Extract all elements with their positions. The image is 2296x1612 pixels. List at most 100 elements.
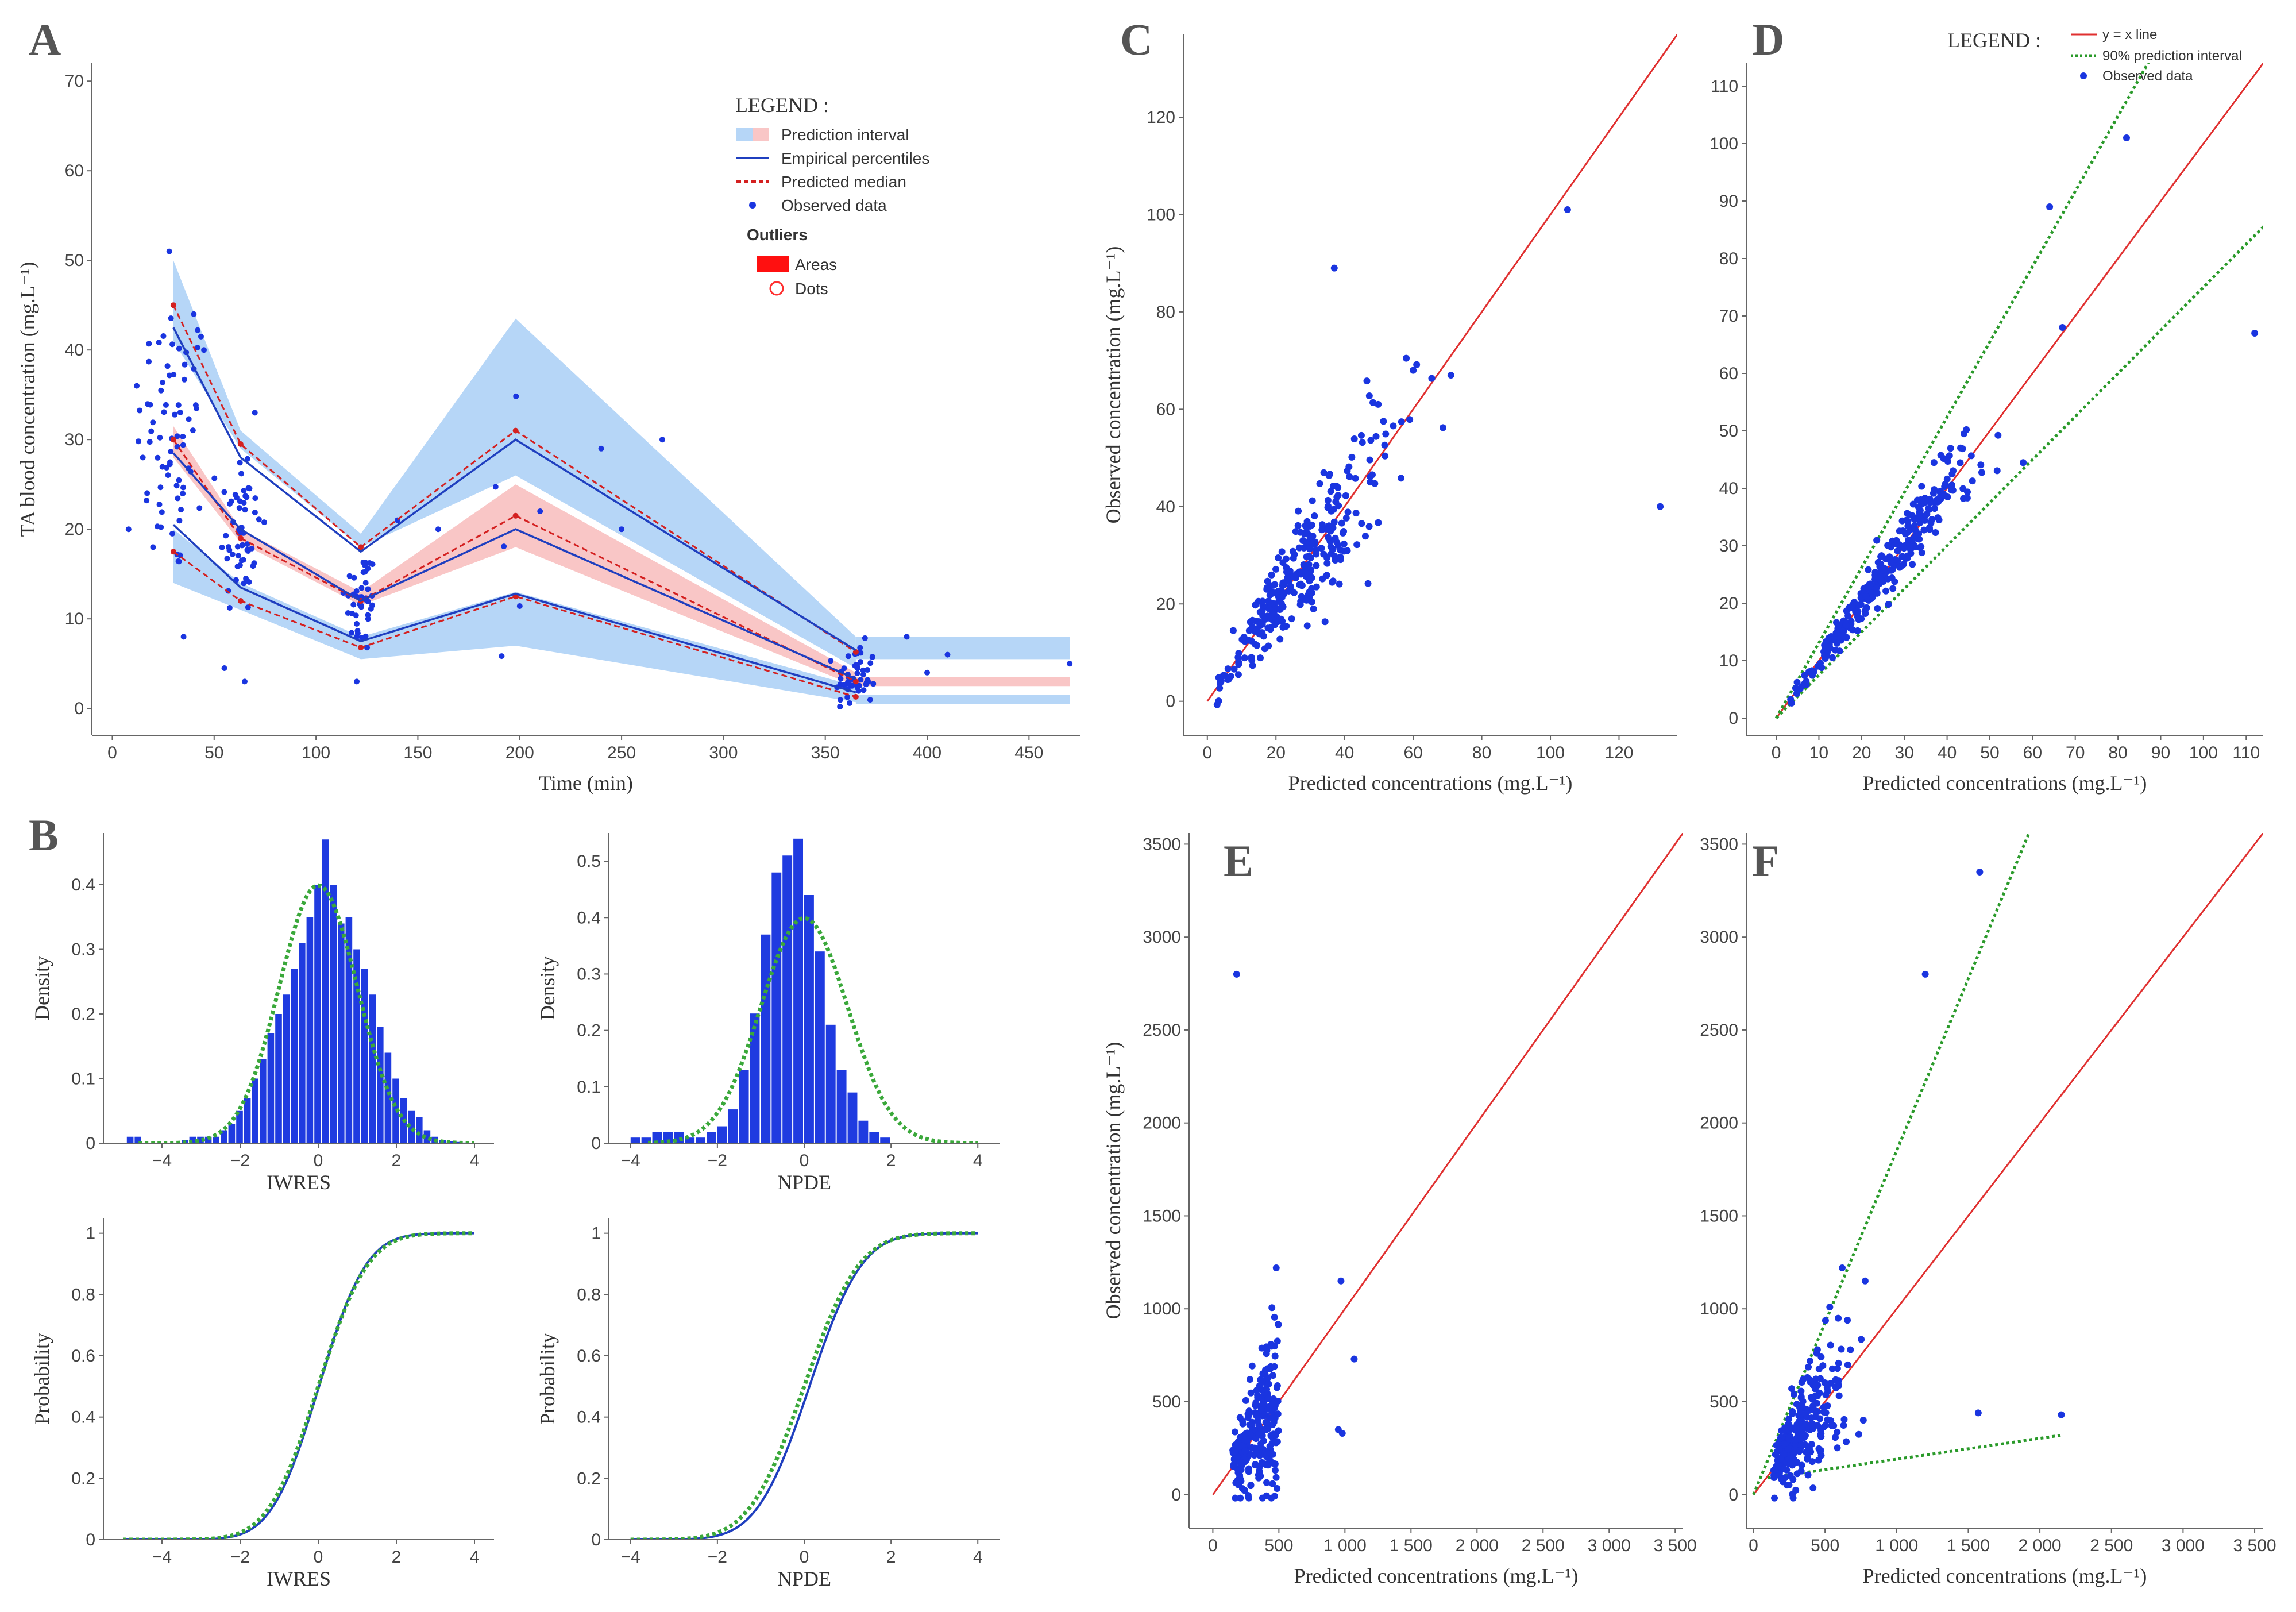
histogram-bar [761, 934, 771, 1143]
observed-point [228, 498, 234, 504]
observed-point [1884, 542, 1892, 549]
observed-point [1381, 441, 1388, 449]
observed-point [1232, 1448, 1239, 1456]
x-tick-label: 40 [1335, 743, 1354, 762]
observed-point [1241, 1487, 1248, 1494]
observed-point [1834, 1428, 1841, 1436]
observed-point [1332, 534, 1339, 542]
histogram-bar [228, 1124, 236, 1143]
observed-point [1844, 1361, 1851, 1368]
observed-point [1772, 1451, 1779, 1459]
observed-point [186, 416, 192, 422]
observed-point [1813, 1399, 1821, 1407]
legend-item: Observed data [781, 196, 887, 214]
observed-point [1816, 1375, 1824, 1382]
observed-point [1920, 499, 1928, 507]
y-tick-label: 0.4 [577, 908, 601, 927]
observed-point [1307, 534, 1314, 542]
observed-point [1862, 610, 1869, 618]
observed-point [1229, 627, 1237, 634]
histogram-bar [641, 1137, 651, 1143]
plot-area-C [1206, 34, 1677, 708]
observed-point [1815, 1456, 1822, 1464]
svg-text:F: F [1752, 836, 1780, 886]
observed-point [1269, 1372, 1276, 1379]
observed-point [1263, 1479, 1271, 1486]
observed-point [1276, 635, 1284, 643]
observed-point [136, 438, 142, 445]
observed-point [201, 347, 207, 353]
histogram-bar [236, 1110, 243, 1143]
observed-point [1249, 616, 1256, 624]
y-tick-label: 60 [65, 161, 84, 180]
observed-point [1260, 1412, 1268, 1420]
observed-point [869, 654, 875, 660]
y-tick-label: 3000 [1700, 928, 1738, 947]
plot-area-D [1774, 63, 2263, 719]
histogram-bar [739, 1070, 749, 1143]
chart-A: 0 50 100 150 200 250 300 350 400 450 0 10 20 30 40 50 60… [16, 63, 1080, 795]
observed-point [1410, 367, 1417, 374]
observed-point [1271, 621, 1279, 628]
x-tick-label: 3 000 [1588, 1536, 1631, 1555]
x-tick-label: 20 [1267, 743, 1286, 762]
y-tick-label: 1000 [1143, 1299, 1181, 1318]
histogram-bar [869, 1132, 879, 1143]
observed-point [1271, 1467, 1279, 1474]
observed-point [1278, 593, 1286, 601]
observed-point [176, 477, 182, 483]
observed-point [1896, 527, 1903, 535]
observed-point [241, 488, 247, 494]
x-axis-label: Time (min) [539, 772, 633, 795]
observed-point [1920, 526, 1928, 534]
observed-point [150, 419, 156, 426]
histogram-bar [696, 1137, 705, 1143]
legend-item: Empirical percentiles [781, 149, 929, 167]
x-tick-label: 4 [973, 1548, 983, 1567]
x-tick-label: 2 500 [2090, 1536, 2133, 1555]
y-tick-label: 0.2 [577, 1021, 601, 1040]
plot-area-B2 [630, 838, 978, 1143]
chart-B4: −4 −2 0 2 4 0 0.2 0.4 0.6 0.8 1 NPDE Probability [536, 1218, 1000, 1590]
observed-point [159, 464, 165, 470]
x-tick-label: 1 500 [1947, 1536, 1990, 1555]
observed-point [1279, 579, 1287, 587]
identity-line [1753, 833, 2263, 1495]
observed-point [224, 556, 230, 562]
observed-point [246, 485, 253, 492]
observed-point [1249, 662, 1256, 669]
histogram-bar [306, 917, 314, 1143]
observed-point [1932, 529, 1939, 536]
observed-point [1275, 1321, 1282, 1328]
predicted-median-marker [237, 535, 244, 541]
x-tick-label: 0 [1202, 743, 1212, 762]
x-tick-label: 100 [1536, 743, 1565, 762]
observed-point [1365, 523, 1373, 530]
x-tick-label: 60 [2023, 743, 2042, 762]
x-tick-label: −4 [152, 1548, 172, 1567]
observed-point [1265, 642, 1272, 650]
y-tick-label: 0 [86, 1530, 95, 1549]
observed-point [1894, 547, 1901, 555]
observed-point [1921, 970, 1929, 978]
observed-point [360, 569, 366, 576]
observed-point [853, 662, 859, 668]
observed-point [1817, 1426, 1824, 1434]
observed-point [1233, 970, 1240, 978]
observed-point [1323, 560, 1331, 567]
legend-D: LEGEND : y = x line 90% prediction interva… [1947, 27, 2242, 84]
predicted-median-marker [170, 302, 176, 308]
observed-point [1215, 674, 1222, 681]
observed-point [1897, 562, 1905, 570]
observed-point [1797, 1441, 1805, 1449]
observed-point [1301, 530, 1309, 538]
observed-point [1839, 1264, 1846, 1272]
legend-swatch-areas [757, 256, 789, 272]
legend-item: Observed data [2102, 68, 2193, 84]
observed-point [1854, 627, 1861, 634]
observed-point [1926, 526, 1934, 533]
observed-point [198, 333, 204, 340]
observed-point [1255, 1449, 1262, 1456]
x-tick-label: 90 [2151, 743, 2170, 762]
predicted-median-marker [237, 441, 244, 447]
